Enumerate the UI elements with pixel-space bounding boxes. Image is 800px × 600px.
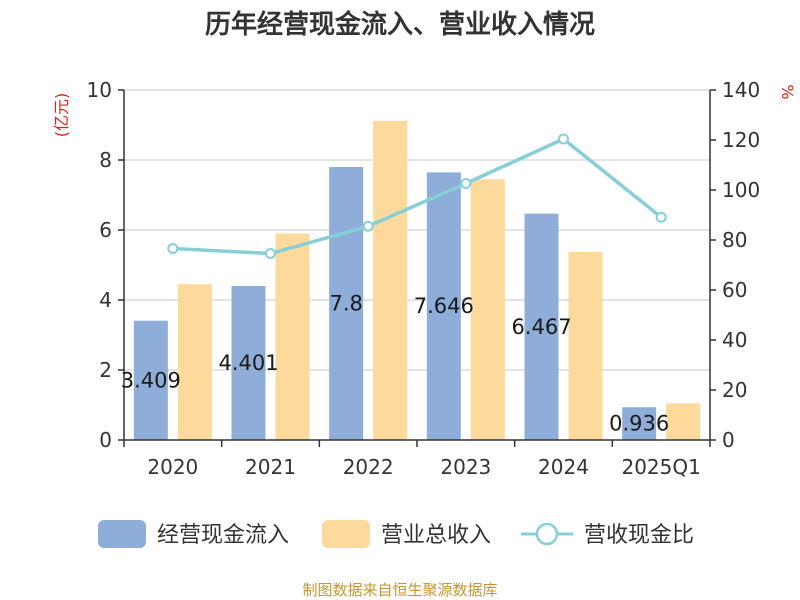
legend: 经营现金流入 营业总收入 营收现金比 [98,520,694,548]
x-tick-label: 2020 [147,455,198,479]
legend-label-ratio: 营收现金比 [584,523,694,548]
left-tick-label: 4 [99,288,112,312]
right-tick-label: 120 [722,128,760,152]
legend-label-revenue: 营业总收入 [381,523,491,548]
bar-revenue [666,403,701,440]
bar-cash-inflow [622,407,657,440]
left-tick-label: 6 [99,218,112,242]
data-label: 6.467 [511,315,571,339]
left-tick-label: 10 [87,78,112,102]
bar-revenue [470,179,505,440]
data-label: 4.401 [218,351,278,375]
legend-swatch-revenue [322,520,370,548]
ratio-line [172,136,663,256]
right-tick-label: 100 [722,178,760,202]
bar-cash-inflow [231,285,266,440]
left-tick-label: 2 [99,358,112,382]
grid [124,89,710,441]
data-label: 7.8 [329,292,362,316]
legend-swatch-ratio-marker [535,522,559,546]
data-labels: 3.409 4.401 7.8 7.646 6.467 0.936 [121,292,669,436]
legend-swatch-cash-inflow [98,520,146,548]
x-tick-label: 2021 [245,455,296,479]
bar-revenue [177,284,212,440]
data-label: 0.936 [609,412,669,436]
x-tick-label: 2022 [343,455,394,479]
bar-cash-inflow [426,172,461,440]
data-label: 7.646 [414,294,474,318]
right-tick-label: 40 [722,328,747,352]
right-tick-label: 20 [722,378,747,402]
bars [133,120,701,441]
bar-revenue [373,120,408,441]
bar-cash-inflow [133,320,168,440]
chart-title: 历年经营现金流入、营业收入情况 [205,9,595,40]
x-tick-label: 2025Q1 [621,455,700,479]
right-axis-unit: % [778,84,797,99]
line-series [167,133,667,259]
bar-revenue [275,233,310,440]
right-tick-label: 0 [722,428,735,452]
ratio-point [558,133,569,145]
right-tick-label: 60 [722,278,747,302]
right-tick-label: 80 [722,228,747,252]
left-axis-unit: (亿元) [52,93,71,138]
left-tick-label: 0 [99,428,112,452]
left-tick-label: 8 [99,148,112,172]
ratio-point [460,178,472,189]
ratio-point [362,220,374,232]
x-tick-label: 2023 [440,455,491,479]
bar-cash-inflow [524,213,559,440]
ratio-point [655,211,667,223]
right-tick-label: 140 [722,78,760,102]
data-label: 3.409 [121,368,181,392]
bar-revenue [568,252,603,440]
ratio-point [167,243,179,254]
legend-label-cash-inflow: 经营现金流入 [157,523,289,548]
x-tick-label: 2024 [538,455,589,479]
bar-cash-inflow [329,167,364,440]
ratio-point [265,248,276,259]
data-source: 制图数据来自恒生聚源数据库 [302,581,497,599]
